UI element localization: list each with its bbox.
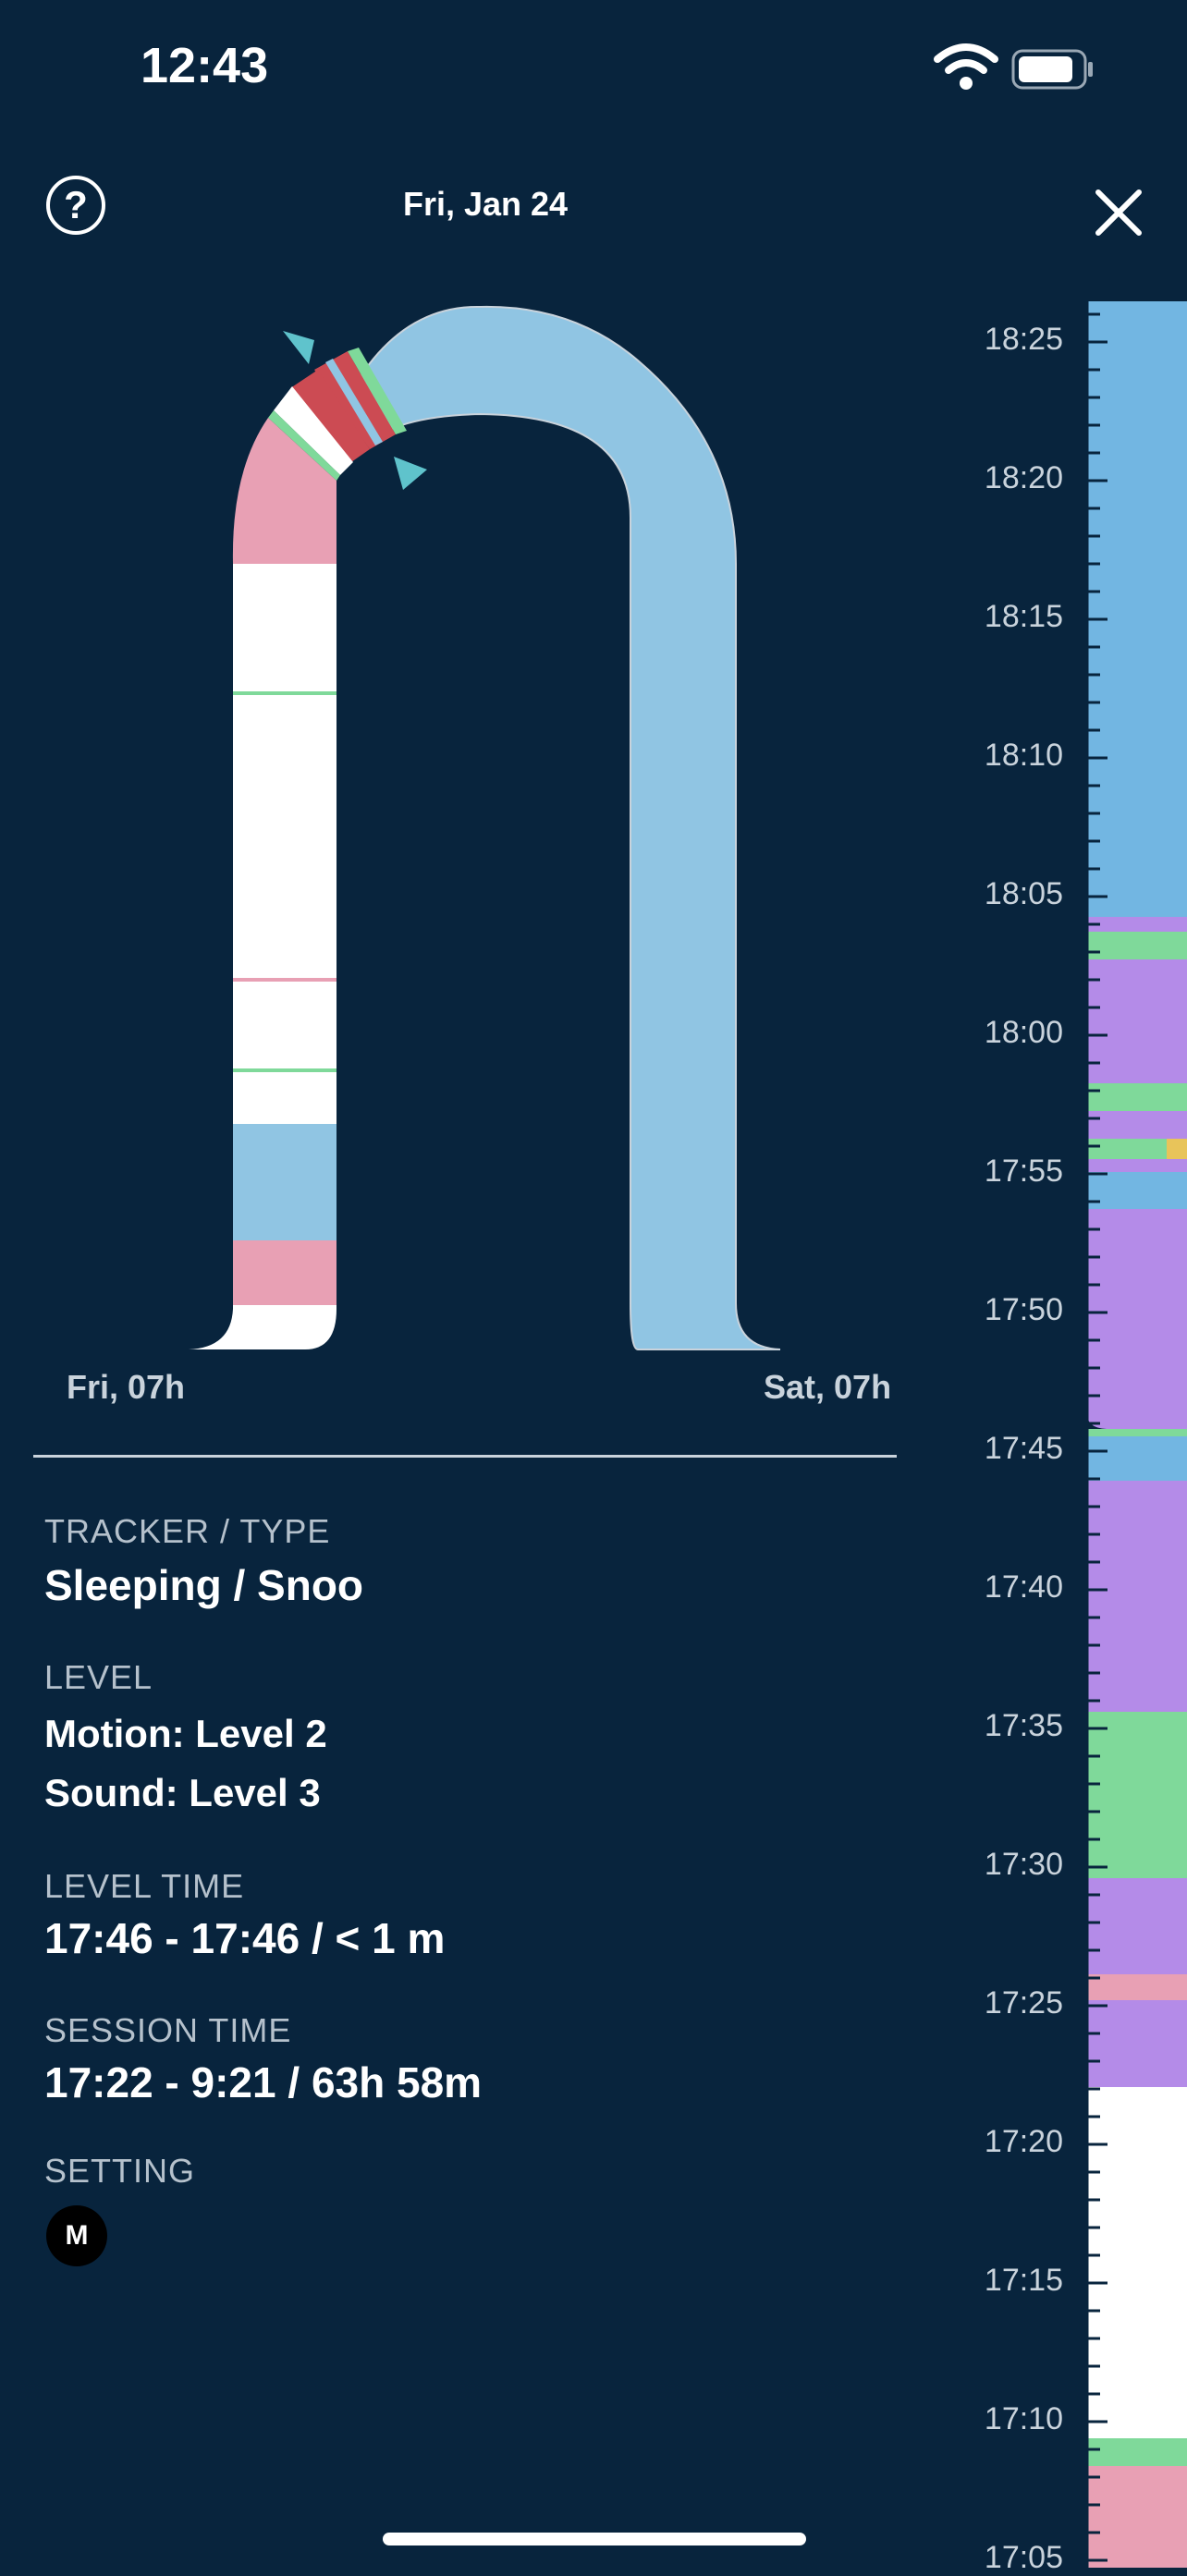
timeline-tick-label: 17:25 <box>984 1985 1063 2021</box>
arc-end-marker <box>394 457 427 490</box>
timeline-tick-label: 17:05 <box>984 2540 1063 2575</box>
session-time-value: 17:22 - 9:21 / 63h 58m <box>44 2058 483 2106</box>
timeline-segment <box>1087 2000 1187 2087</box>
timeline-segment <box>1087 1429 1187 1436</box>
timeline-segment <box>1087 1139 1187 1159</box>
motion-level: Motion: Level 2 <box>44 1712 327 1755</box>
timeline-segment <box>1087 1974 1187 2000</box>
timeline-tick-label: 18:25 <box>984 322 1063 357</box>
arc-segment <box>233 978 337 982</box>
timeline-tick-label: 17:35 <box>984 1708 1063 1743</box>
timeline-segment <box>1087 1712 1187 1878</box>
battery-icon <box>1011 49 1093 90</box>
arc-segment <box>233 1124 337 1240</box>
timeline-segment <box>1087 1878 1187 1974</box>
timeline-tick-label: 17:50 <box>984 1292 1063 1327</box>
timeline-segment <box>1087 2438 1187 2466</box>
timeline-segment <box>1087 2466 1187 2568</box>
home-indicator[interactable] <box>383 2533 806 2545</box>
timeline-strip[interactable] <box>1054 296 1187 2568</box>
timeline-segment <box>1087 1172 1187 1209</box>
arc-end-label: Sat, 07h <box>764 1368 892 1406</box>
timeline-segment <box>1087 1159 1187 1172</box>
close-icon[interactable] <box>1091 185 1146 240</box>
session-time-label: SESSION TIME <box>44 2011 292 2049</box>
status-time: 12:43 <box>141 38 269 93</box>
timeline-tick-label: 18:15 <box>984 599 1063 634</box>
divider <box>33 1455 897 1458</box>
timeline-segment <box>1087 1111 1187 1139</box>
page-title: Fri, Jan 24 <box>402 185 569 223</box>
timeline-tick-label: 18:10 <box>984 738 1063 773</box>
timeline-tick-label: 17:15 <box>984 2263 1063 2298</box>
tracker-type-label: TRACKER / TYPE <box>44 1512 331 1550</box>
setting-label: SETTING <box>44 2152 196 2190</box>
question-circle-icon: ? <box>64 183 88 226</box>
arc-segment <box>348 348 407 434</box>
wifi-icon <box>934 43 998 90</box>
timeline-segment <box>1087 917 1187 932</box>
sound-level: Sound: Level 3 <box>44 1771 321 1814</box>
arc-segment <box>233 691 337 695</box>
timeline-segment <box>1087 932 1187 959</box>
timeline-tick-label: 17:45 <box>984 1431 1063 1466</box>
help-button[interactable]: ? <box>46 176 105 235</box>
tick-marks <box>1087 312 1107 2562</box>
timeline-segment <box>1087 1209 1187 1429</box>
timeline-tick-label: 18:20 <box>984 460 1063 495</box>
arc-segment <box>232 418 337 564</box>
arc-segment <box>268 410 340 481</box>
setting-badge: M <box>46 2205 107 2266</box>
level-label: LEVEL <box>44 1658 153 1696</box>
arc-segment <box>325 359 383 446</box>
current-time-notch <box>1080 1427 1087 1442</box>
timeline-tick-label: 17:40 <box>984 1569 1063 1605</box>
timeline-segment <box>1087 959 1187 1083</box>
timeline-segment <box>1087 1436 1187 1481</box>
timeline-segment <box>1087 2087 1187 2438</box>
arc-segment <box>189 1305 337 1349</box>
timeline-tick-label: 18:00 <box>984 1015 1063 1050</box>
timeline-segment <box>1087 301 1187 917</box>
timeline-tick-label: 17:30 <box>984 1847 1063 1882</box>
arc-segment <box>357 305 781 1350</box>
timeline-tick-label: 18:05 <box>984 876 1063 911</box>
timeline-tick-label: 17:10 <box>984 2401 1063 2436</box>
arc-segment <box>233 1068 337 1072</box>
timeline-tick-label: 17:20 <box>984 2124 1063 2159</box>
sleep-arc-chart[interactable] <box>0 268 924 1377</box>
arc-segment <box>233 1240 337 1305</box>
timeline-segment <box>1087 1481 1187 1714</box>
arc-segment <box>233 564 337 1124</box>
timeline-tick-label: 17:55 <box>984 1154 1063 1189</box>
arc-start-marker <box>283 331 314 364</box>
arc-segment <box>274 386 353 475</box>
timeline-segment <box>1167 1139 1187 1159</box>
tracker-type-value: Sleeping / Snoo <box>44 1561 364 1609</box>
arc-segment <box>290 370 370 462</box>
arc-start-label: Fri, 07h <box>67 1368 186 1406</box>
timeline-segment <box>1087 1083 1187 1111</box>
level-time-value: 17:46 - 17:46 / < 1 m <box>44 1914 446 1962</box>
level-time-label: LEVEL TIME <box>44 1867 245 1905</box>
